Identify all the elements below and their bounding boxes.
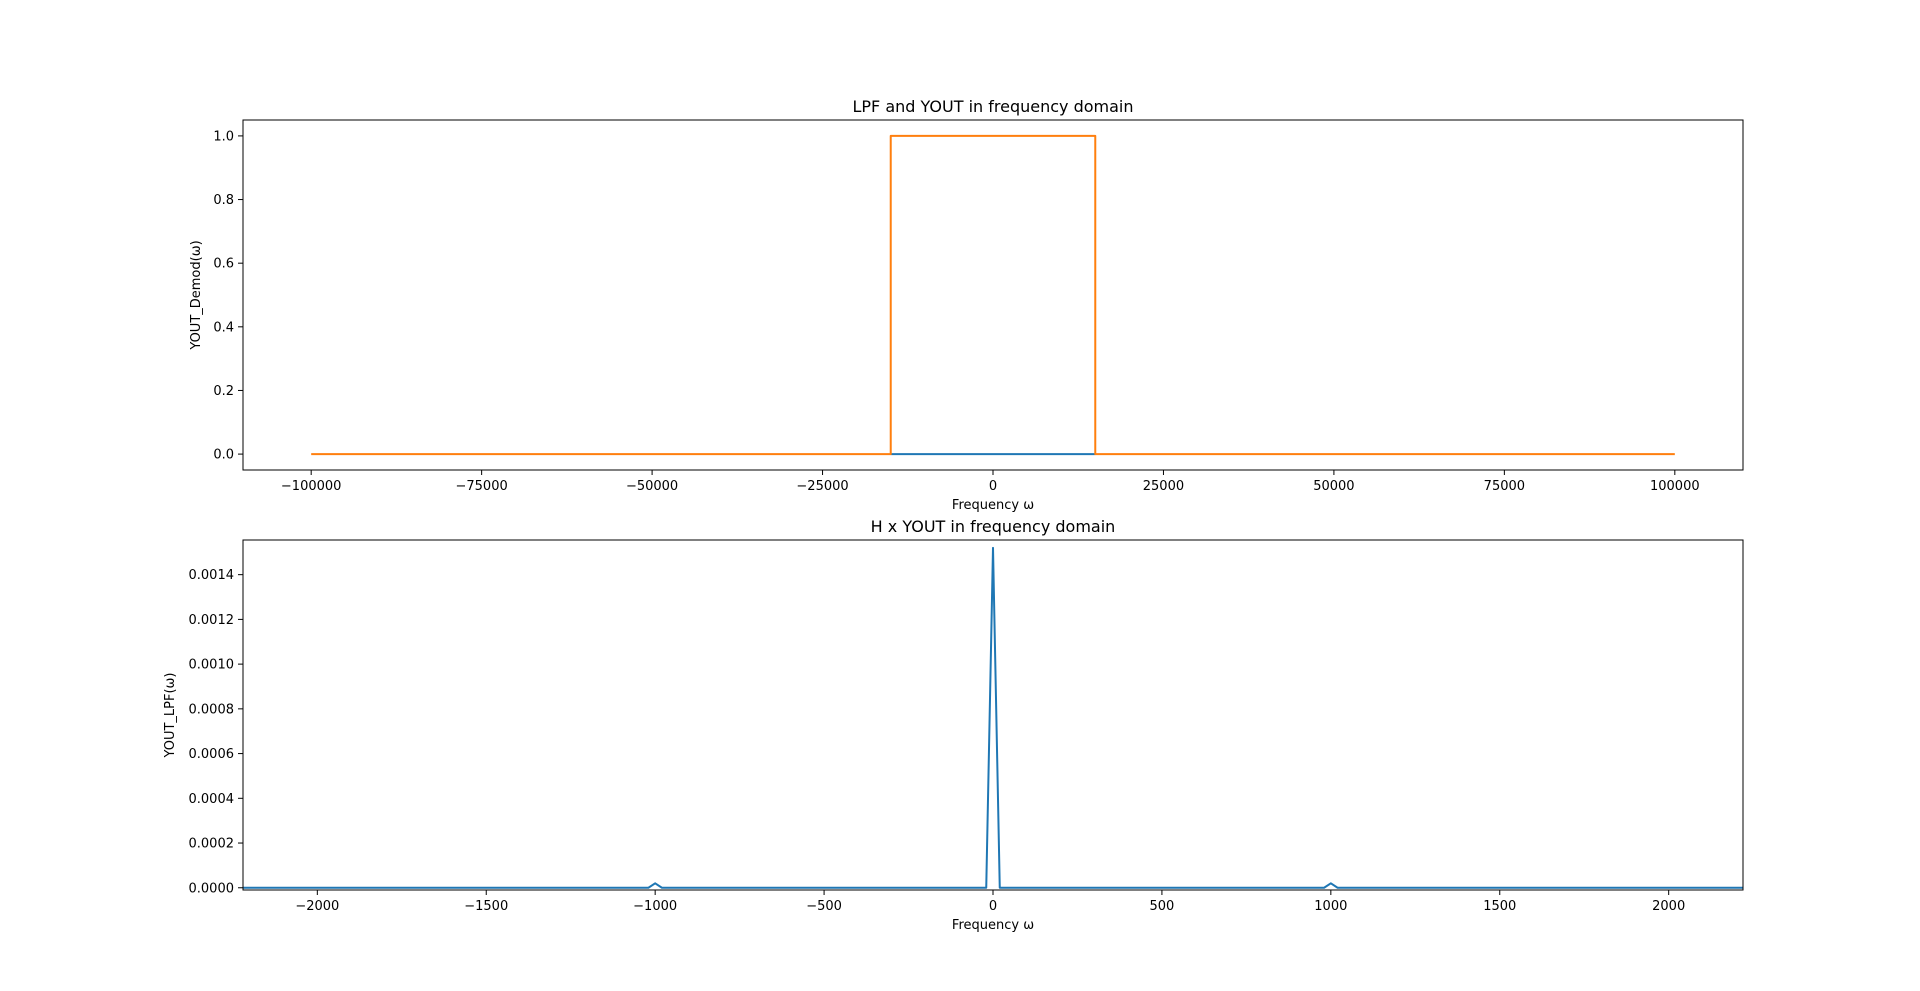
bottom-chart: H x YOUT in frequency domain −2000 −1500−… [163, 517, 1744, 933]
bottom-chart-x-tick-label: −1500 [464, 899, 508, 914]
top-chart-y-tick-label: 0.6 [213, 257, 234, 272]
top-chart-x-label: Frequency ω [952, 498, 1034, 513]
top-chart-x-tick-label: 25000 [1143, 479, 1184, 494]
top-chart-y-tick-label: 0.2 [213, 384, 234, 399]
bottom-chart-x-tick-label: −1000 [633, 899, 677, 914]
top-chart-x-tick-label: 75000 [1484, 479, 1525, 494]
bottom-chart-y-tick-label: 0.0002 [189, 837, 235, 852]
top-chart-y-tick-label: 1.0 [213, 129, 234, 144]
bottom-chart-x-tick-label: 1000 [1314, 899, 1347, 914]
bottom-chart-y-ticks: 0.0000 0.0002 0.0004 0.0006 0.0008 0.0010 0.00… [189, 568, 243, 896]
bottom-chart-x-label: Frequency ω [952, 918, 1034, 933]
bottom-chart-y-tick-label: 0.0014 [189, 568, 235, 583]
top-chart-x-tick-label: 50000 [1313, 479, 1354, 494]
bottom-chart-title: H x YOUT in frequency domain [871, 517, 1116, 536]
top-chart-y-ticks: 0.0 0.2 0.4 0.6 0.8 1.0 [213, 129, 243, 463]
bottom-chart-y-tick-label: 0.0004 [189, 792, 235, 807]
bottom-chart-x-ticks: −2000 −1500 −1000 −500 0 500 1000 1500 2000 [295, 890, 1685, 914]
top-chart-x-tick-label: −100000 [281, 479, 342, 494]
bottom-chart-x-tick-label: 1500 [1483, 899, 1516, 914]
top-chart-x-tick-label: −50000 [626, 479, 678, 494]
bottom-chart-y-tick-label: 0.0006 [189, 747, 235, 762]
top-chart-x-ticks: −100000 −75000 −50000 −25000 0 25000 50000 7500… [281, 470, 1700, 494]
bottom-chart-x-tick-label: −2000 [295, 899, 339, 914]
top-chart: LPF and YOUT in frequency domain −100000… [189, 97, 1744, 513]
top-chart-title: LPF and YOUT in frequency domain [852, 97, 1133, 116]
top-chart-x-tick-label: 0 [989, 479, 997, 494]
top-chart-x-tick-label: −75000 [456, 479, 508, 494]
top-chart-y-tick-label: 0.4 [213, 320, 234, 335]
top-chart-series [311, 134, 1675, 456]
bottom-chart-x-tick-label: 0 [989, 899, 997, 914]
top-chart-y-label: YOUT_Demod(ω) [189, 240, 204, 350]
bottom-chart-x-tick-label: 500 [1150, 899, 1175, 914]
bottom-chart-series-line-1 [243, 546, 1743, 889]
bottom-chart-y-tick-label: 0.0000 [189, 881, 235, 896]
bottom-chart-y-tick-label: 0.0010 [189, 658, 235, 673]
top-chart-series-line-2 [311, 134, 1675, 456]
bottom-chart-x-tick-label: −500 [806, 899, 842, 914]
top-chart-y-tick-label: 0.0 [213, 448, 234, 463]
bottom-chart-x-tick-label: 2000 [1652, 899, 1685, 914]
bottom-chart-y-tick-label: 0.0008 [189, 702, 235, 717]
top-chart-x-tick-label: −25000 [796, 479, 848, 494]
top-chart-y-tick-label: 0.8 [213, 193, 234, 208]
top-chart-x-tick-label: 100000 [1650, 479, 1700, 494]
bottom-chart-series [243, 546, 1743, 889]
top-chart-frame [242, 119, 1744, 471]
bottom-chart-y-tick-label: 0.0012 [189, 613, 235, 628]
bottom-chart-y-label: YOUT_LPF(ω) [163, 672, 178, 758]
